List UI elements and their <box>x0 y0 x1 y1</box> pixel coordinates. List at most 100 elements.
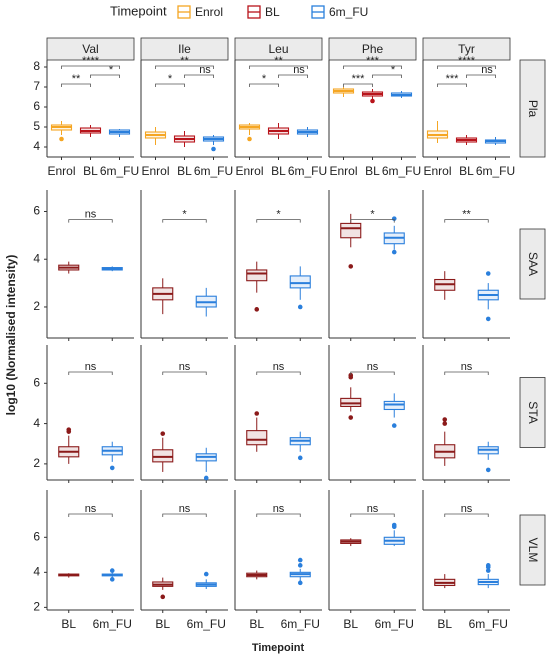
signif-label: ns <box>461 361 473 373</box>
facet-label: SAA <box>526 252 540 276</box>
signif-label: ns <box>85 361 97 373</box>
facet-strip <box>328 37 417 61</box>
signif-label: **** <box>458 55 476 67</box>
y-tick-label: 8 <box>33 59 40 73</box>
signif-label: * <box>262 73 267 85</box>
facet-strip <box>519 514 546 586</box>
signif-label: * <box>276 209 281 221</box>
signif-bracket <box>350 371 395 375</box>
y-tick-label: 6 <box>33 99 40 113</box>
outlier <box>348 264 354 269</box>
y-tick-label: 2 <box>33 600 40 614</box>
outlier <box>391 249 397 255</box>
x-tick-label: BL <box>61 617 76 631</box>
signif-label: ns <box>199 64 211 76</box>
legend-label: BL <box>265 5 280 19</box>
outlier <box>297 563 303 568</box>
box <box>246 269 268 282</box>
box <box>289 275 311 289</box>
box <box>340 397 362 408</box>
x-tick-label: BL <box>177 164 192 178</box>
x-tick-label: 6m_FU <box>288 164 327 178</box>
y-tick-label: 4 <box>33 139 40 153</box>
y-axis-title: log10 (Normalised intensity) <box>4 255 18 416</box>
box <box>340 222 362 239</box>
x-tick-label: 6m_FU <box>281 617 320 631</box>
outlier <box>203 571 209 577</box>
facet-strip <box>140 37 229 61</box>
legend-label: 6m_FU <box>329 5 368 19</box>
facet-strip <box>519 377 546 448</box>
signif-label: * <box>182 209 187 221</box>
signif-label: **** <box>82 55 100 67</box>
outlier <box>297 455 303 461</box>
facet-strip <box>519 59 546 158</box>
outlier <box>442 421 448 426</box>
facet-strip <box>422 37 511 61</box>
signif-bracket <box>162 219 207 223</box>
x-tick-label: 6m_FU <box>382 164 421 178</box>
signif-label: ns <box>179 503 191 515</box>
outlier <box>391 423 397 428</box>
outlier <box>109 465 115 471</box>
x-tick-label: BL <box>83 164 98 178</box>
x-tick-label: Enrol <box>329 164 357 178</box>
y-tick-label: 5 <box>33 119 40 133</box>
x-tick-label: 6m_FU <box>93 617 132 631</box>
signif-label: ns <box>481 64 493 76</box>
signif-label: * <box>370 209 375 221</box>
signif-bracket <box>61 65 120 69</box>
y-tick-label: 2 <box>33 456 40 470</box>
facet-strip <box>46 37 135 61</box>
outlier <box>485 271 491 276</box>
signif-bracket <box>466 74 496 78</box>
signif-label: ns <box>461 503 473 515</box>
outlier <box>348 372 354 378</box>
signif-bracket <box>350 513 395 517</box>
signif-label: ns <box>367 503 379 515</box>
signif-bracket <box>444 219 489 223</box>
outlier <box>66 427 72 432</box>
signif-label: * <box>168 73 173 85</box>
y-tick-label: 4 <box>33 251 40 265</box>
facet-label: Pla <box>526 100 540 118</box>
signif-bracket <box>256 513 301 517</box>
facet-label: Val <box>82 42 98 56</box>
signif-bracket <box>437 65 496 69</box>
signif-bracket <box>162 371 207 375</box>
outlier <box>247 136 252 142</box>
facet-label: VLM <box>526 538 540 563</box>
signif-bracket <box>372 74 402 78</box>
signif-label: ** <box>462 209 471 221</box>
x-tick-label: BL <box>343 617 358 631</box>
signif-bracket <box>249 83 279 87</box>
signif-label: *** <box>446 73 460 85</box>
signif-bracket <box>278 74 308 78</box>
x-tick-label: 6m_FU <box>187 617 226 631</box>
x-tick-label: BL <box>271 164 286 178</box>
box <box>152 449 174 463</box>
signif-bracket <box>68 371 113 375</box>
y-tick-label: 6 <box>33 529 40 543</box>
facet-label: Leu <box>268 42 288 56</box>
x-tick-label: Enrol <box>47 164 75 178</box>
outlier <box>59 136 64 142</box>
signif-bracket <box>343 65 402 69</box>
outlier <box>297 580 303 586</box>
signif-bracket <box>155 83 185 87</box>
signif-label: ns <box>85 209 97 221</box>
outlier <box>109 577 115 582</box>
outlier <box>297 557 303 563</box>
signif-bracket <box>68 219 113 223</box>
signif-bracket <box>90 74 120 78</box>
signif-bracket <box>256 371 301 375</box>
outlier <box>160 431 166 436</box>
signif-label: ** <box>72 73 81 85</box>
signif-bracket <box>444 371 489 375</box>
box <box>383 400 405 411</box>
signif-label: ns <box>367 361 379 373</box>
signif-bracket <box>184 74 214 78</box>
y-tick-label: 4 <box>33 416 40 430</box>
x-tick-label: 6m_FU <box>476 164 515 178</box>
signif-label: * <box>391 64 396 76</box>
